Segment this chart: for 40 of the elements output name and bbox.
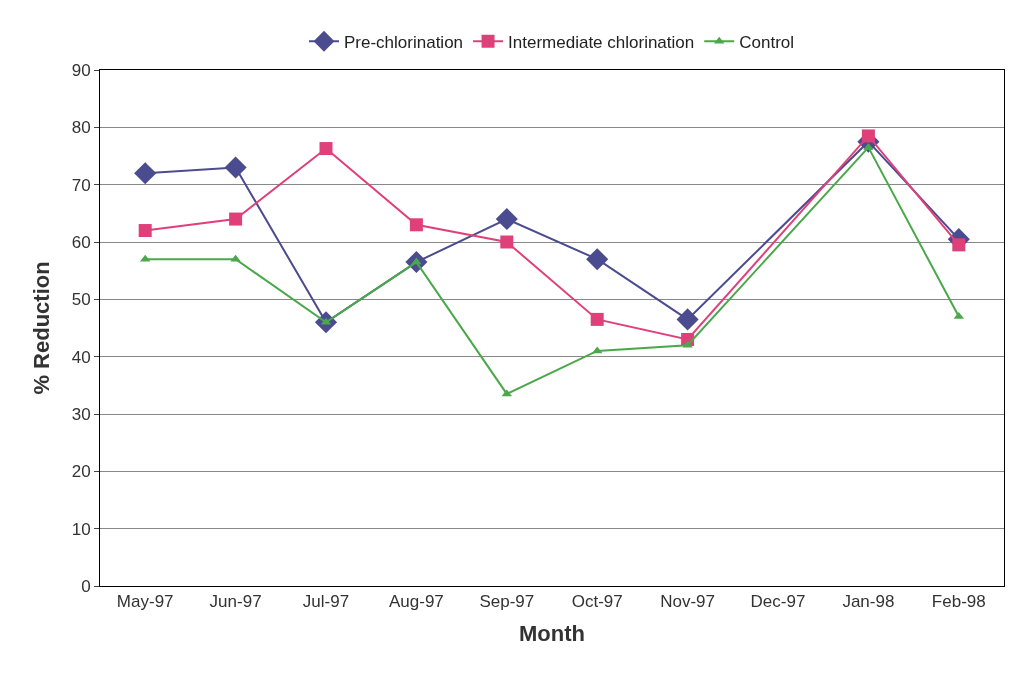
point: [592, 346, 603, 354]
point: [586, 248, 609, 271]
y-tick-label: 50: [71, 290, 91, 310]
x-tick-label: Nov-97: [660, 592, 716, 612]
point: [319, 142, 333, 156]
y-tick-label: 10: [71, 519, 91, 539]
x-tick-label: Jul-97: [302, 592, 350, 612]
y-tick-label: 40: [71, 347, 91, 367]
x-tick-label: Sep-97: [479, 592, 535, 612]
x-tick-label: Dec-97: [750, 592, 806, 612]
x-tick-label: Oct-97: [571, 592, 623, 612]
y-tick-label: 0: [81, 576, 91, 596]
x-tick-label: May-97: [116, 592, 174, 612]
y-tick-label: 60: [71, 232, 91, 252]
x-tick-label: Jan-98: [842, 592, 895, 612]
x-tick-label: Aug-97: [388, 592, 444, 612]
legend-label: Control: [739, 32, 795, 52]
y-tick-label: 30: [71, 404, 91, 424]
point: [861, 129, 875, 143]
legend-label: Intermediate chlorination: [508, 32, 695, 52]
point: [590, 312, 604, 326]
point: [495, 208, 518, 231]
legend-label: Pre-chlorination: [344, 32, 464, 52]
point: [501, 389, 512, 397]
x-tick-label: Feb-98: [931, 592, 986, 612]
point: [952, 238, 966, 252]
y-axis-title: % Reduction: [29, 261, 55, 395]
point: [676, 308, 699, 331]
point: [138, 224, 152, 238]
point: [229, 212, 243, 226]
point: [224, 156, 247, 179]
y-tick-label: 20: [71, 462, 91, 482]
x-tick-label: Jun-97: [209, 592, 262, 612]
point: [134, 162, 157, 185]
x-axis-title: Month: [519, 621, 585, 647]
y-tick-label: 90: [71, 60, 91, 80]
point: [409, 218, 423, 232]
point: [500, 235, 514, 249]
y-tick-label: 80: [71, 118, 91, 138]
y-tick-label: 70: [71, 175, 91, 195]
